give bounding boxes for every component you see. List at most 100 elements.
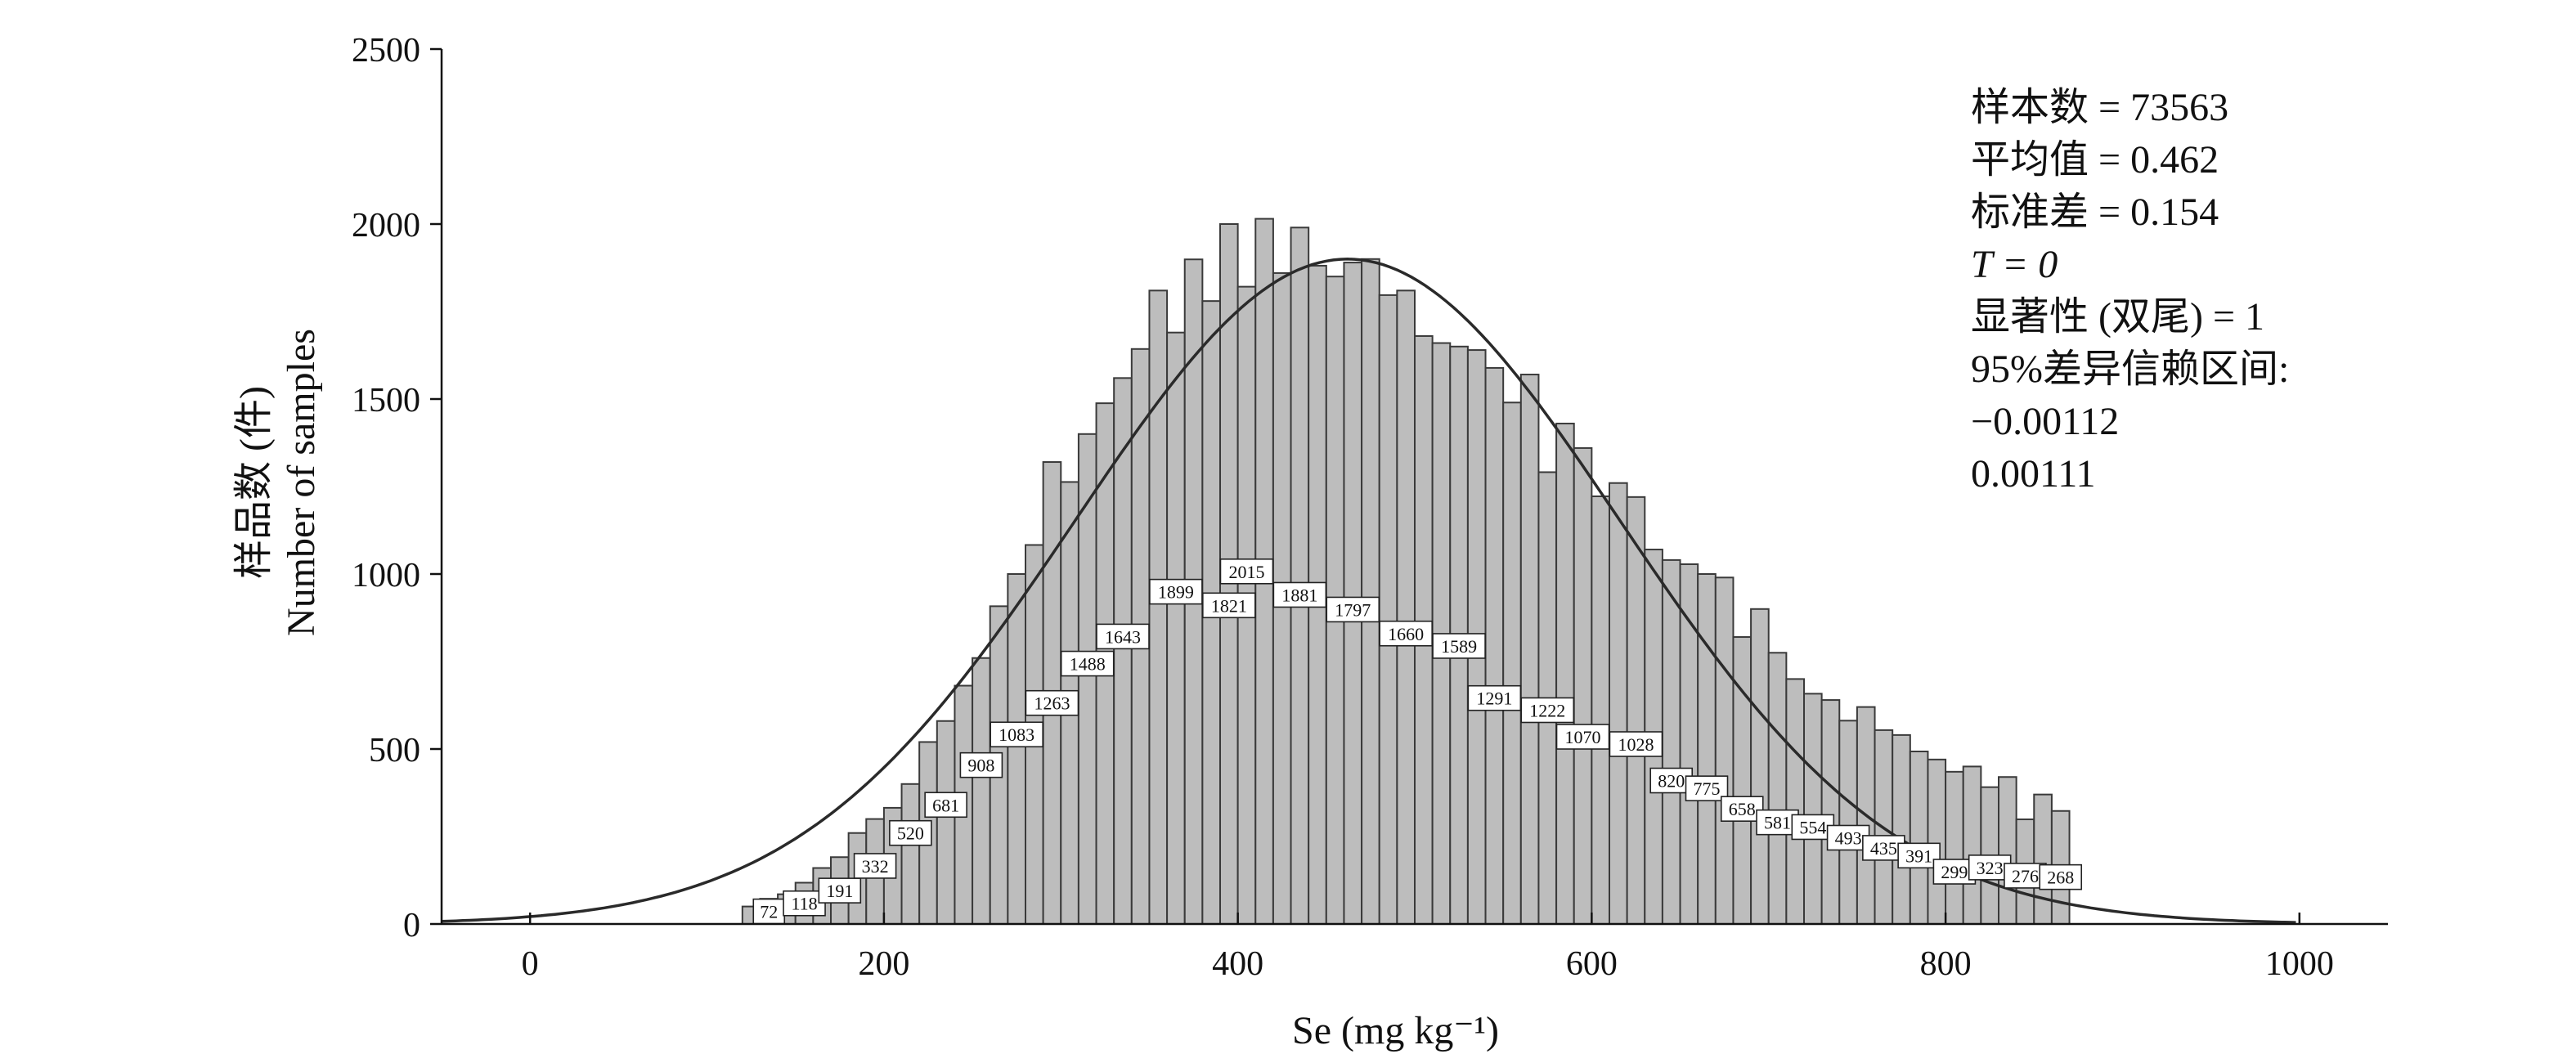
y-tick-label: 2000	[352, 207, 420, 244]
data-label: 1083	[990, 721, 1043, 748]
data-label-text: 1881	[1281, 585, 1317, 605]
y-tick-label: 0	[403, 907, 420, 944]
histogram-bar	[1396, 289, 1416, 925]
histogram-bar	[1484, 366, 1505, 925]
histogram-bar	[1998, 776, 2017, 925]
data-label-text: 1263	[1034, 693, 1070, 714]
histogram-bar	[900, 783, 921, 925]
data-label-text: 332	[862, 856, 889, 877]
data-label-text: 323	[1977, 858, 2004, 878]
histogram-bar	[1148, 289, 1169, 925]
data-label-text: 820	[1658, 771, 1685, 792]
histogram-bar	[1573, 446, 1593, 925]
y-tick-label: 1000	[352, 557, 420, 594]
histogram-bar	[1750, 608, 1770, 925]
data-label-text: 276	[2012, 866, 2039, 886]
histogram-bar	[1803, 693, 1823, 925]
data-label-box	[889, 819, 932, 846]
histogram-bar	[1661, 558, 1681, 925]
data-label: 1291	[1467, 684, 1522, 711]
stat-significance: 显著性 (双尾) = 1	[1971, 295, 2265, 339]
data-label-text: 581	[1764, 813, 1791, 833]
x-tick-label: 600	[1566, 945, 1618, 983]
histogram-bar	[2033, 793, 2053, 926]
data-label-text: 268	[2047, 868, 2074, 888]
data-label: 1660	[1379, 620, 1433, 647]
data-label-text: 554	[1799, 817, 1826, 837]
data-label: 72	[752, 898, 786, 925]
x-axis-title: Se (mg kg⁻¹)	[1292, 1009, 1500, 1052]
histogram-bar	[1838, 720, 1858, 925]
stat-t-value: T = 0	[1971, 243, 2058, 286]
stat-std-dev: 标准差 = 0.154	[1971, 191, 2219, 234]
data-label: 191	[818, 877, 862, 904]
histogram-bar	[1555, 422, 1575, 925]
data-label-text: 299	[1941, 862, 1968, 882]
data-label-text: 1589	[1441, 636, 1477, 657]
data-label-box	[959, 751, 1003, 778]
data-label-box	[1096, 623, 1150, 650]
data-label: 681	[924, 792, 967, 819]
y-axis-ticks: 0 500 1000 1500 2000 2500	[352, 32, 442, 944]
data-label-text: 118	[791, 894, 817, 914]
data-label-text: 1070	[1565, 727, 1601, 747]
data-label-box	[990, 721, 1043, 748]
y-tick-label: 2500	[352, 32, 420, 70]
x-tick-label: 200	[858, 945, 909, 983]
data-label: 908	[959, 751, 1003, 778]
histogram-bar	[936, 720, 956, 926]
data-label: 1797	[1326, 596, 1380, 623]
histogram-bar	[1732, 636, 1752, 925]
data-label-box	[853, 853, 897, 879]
x-axis-ticks: 0 200 400 600 800 1000	[522, 913, 2334, 983]
data-label-box	[1025, 689, 1079, 716]
data-label-text: 1488	[1070, 654, 1106, 675]
data-label-box	[1326, 596, 1380, 623]
histogram-bar	[1519, 374, 1540, 926]
data-label-text: 2015	[1228, 562, 1264, 582]
data-label-box	[1520, 697, 1575, 724]
data-label-box	[1272, 581, 1327, 608]
histogram-bar	[1909, 750, 1929, 925]
data-label-box	[1467, 684, 1522, 711]
histogram-bar	[1767, 652, 1788, 925]
histogram-bar	[1077, 433, 1097, 925]
data-label-text: 391	[1905, 845, 1932, 866]
data-label-text: 1028	[1618, 734, 1654, 755]
histogram-bar	[1927, 758, 1947, 926]
histogram-bar	[1343, 262, 1363, 925]
normal-distribution-curve	[441, 258, 2296, 924]
histogram-bar	[1166, 331, 1186, 925]
data-label: 391	[1897, 842, 1941, 869]
data-label-text: 520	[897, 823, 924, 844]
data-label-text: 1643	[1105, 626, 1141, 647]
histogram-bar	[1378, 294, 1398, 926]
data-label-box	[924, 792, 967, 819]
histogram-bar	[1502, 401, 1522, 925]
histogram-bar	[1591, 495, 1611, 925]
histogram-bar	[1290, 227, 1310, 925]
data-label: 2015	[1219, 558, 1274, 585]
stat-ci-heading: 95%差异信赖区间:	[1971, 348, 2290, 391]
x-tick-label: 0	[522, 945, 539, 983]
histogram-bar	[1714, 576, 1735, 926]
x-tick-label: 400	[1212, 945, 1263, 983]
y-tick-label: 500	[369, 732, 420, 769]
data-label-text: 658	[1729, 799, 1756, 819]
data-label-text: 72	[760, 902, 778, 922]
y-tick-label: 1500	[352, 382, 420, 419]
data-label-box	[1555, 724, 1610, 750]
data-label: 1643	[1096, 623, 1150, 650]
data-label: 1488	[1060, 650, 1115, 677]
data-label-text: 1660	[1388, 624, 1424, 644]
histogram-bar	[1679, 563, 1699, 925]
histogram-bar	[1820, 699, 1841, 926]
data-label-text: 191	[826, 881, 853, 901]
data-label: 1028	[1609, 731, 1663, 757]
data-label: 332	[853, 853, 897, 879]
data-label: 1899	[1149, 578, 1203, 605]
data-label: 1070	[1555, 724, 1610, 750]
data-label: 520	[889, 819, 932, 846]
